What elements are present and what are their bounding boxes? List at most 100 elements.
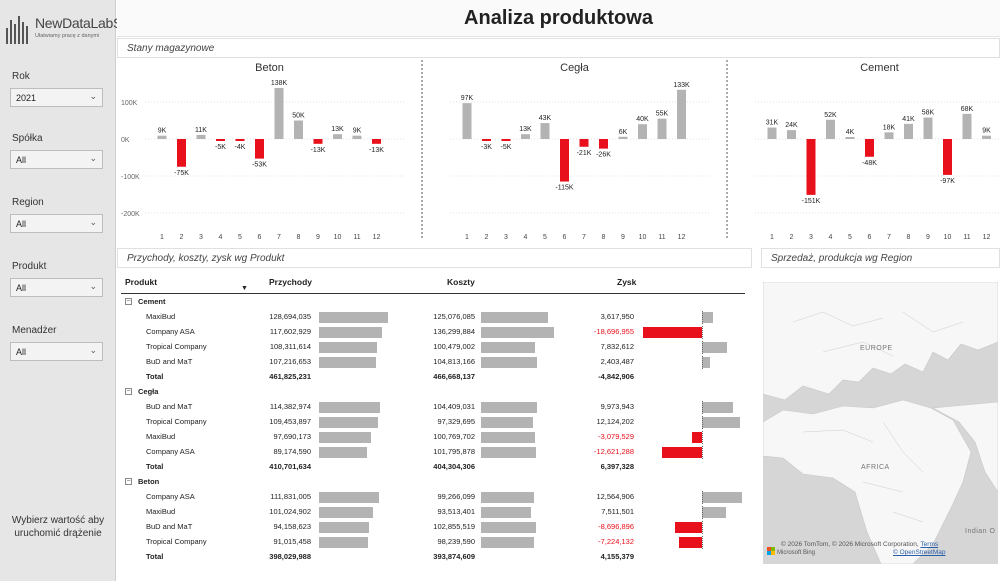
x-tick-label: 2 (180, 234, 184, 241)
bar (157, 135, 167, 139)
x-tick-label: 5 (543, 234, 547, 241)
x-tick-label: 7 (887, 234, 891, 241)
x-tick-label: 2 (790, 234, 794, 241)
bar (521, 134, 530, 139)
bar (982, 135, 991, 139)
group-row[interactable]: − Beton (117, 475, 760, 490)
row-revenue-value: 97,690,173 (273, 432, 311, 441)
bar (235, 139, 245, 141)
table-row[interactable]: Company ASA 111,831,005 99,266,099 12,564,9… (117, 490, 760, 505)
row-product-name: Tropical Company (146, 417, 207, 426)
stock-chart-area[interactable]: 100K 0K -100K -200K Beton 9K 1 -75K 2 11K 3 -5K 4 -4K… (117, 58, 1000, 246)
filter-manager-select[interactable]: All ⌄ (10, 342, 103, 361)
collapse-toggle-icon[interactable]: − (125, 388, 132, 395)
costs-databar (481, 402, 537, 413)
data-label: -97K (940, 178, 955, 185)
data-label: -75K (174, 170, 189, 177)
profit-databar (679, 537, 702, 548)
collapse-toggle-icon[interactable]: − (125, 298, 132, 305)
x-tick-label: 1 (770, 234, 774, 241)
filter-year-select[interactable]: 2021 ⌄ (10, 88, 103, 107)
row-costs-value: 93,513,401 (437, 507, 475, 516)
bar (638, 124, 647, 139)
data-label: 9K (353, 128, 362, 135)
table-row[interactable]: MaxiBud 101,024,902 93,513,401 7,511,501 (117, 505, 760, 520)
total-label: Total (146, 372, 164, 381)
profit-databar (702, 417, 741, 428)
table-row[interactable]: Tropical Company 91,015,458 98,239,590 -7,2… (117, 535, 760, 550)
costs-databar (481, 522, 537, 533)
table-row[interactable]: Company ASA 89,174,590 101,795,878 -12,621,… (117, 445, 760, 460)
bar (333, 134, 342, 139)
col-header-costs[interactable]: Koszty (447, 277, 475, 287)
map-terms-link[interactable]: Terms (920, 541, 939, 548)
filter-product-select[interactable]: All ⌄ (10, 278, 103, 297)
y-tick-label: -100K (121, 174, 140, 181)
table-row[interactable]: Tropical Company 108,311,614 100,479,002 7,… (117, 340, 760, 355)
filter-product-value: All (16, 283, 27, 293)
table-row[interactable]: Company ASA 117,602,929 136,299,884 -18,696… (117, 325, 760, 340)
bar (313, 139, 323, 144)
sort-descending-icon[interactable]: ▼ (241, 285, 248, 292)
row-revenue-value: 108,311,614 (269, 342, 311, 351)
row-profit-value: 12,564,906 (596, 492, 634, 501)
table-row[interactable]: MaxiBud 128,694,035 125,076,085 3,617,950 (117, 310, 760, 325)
row-product-name: Company ASA (146, 492, 195, 501)
total-row: Total 461,825,231 466,668,137 -4,842,906 (117, 370, 760, 385)
row-profit-value: 7,511,501 (601, 507, 634, 516)
total-label: Total (146, 552, 164, 561)
table-row[interactable]: BuD and MaT 107,216,653 104,813,166 2,403,4… (117, 355, 760, 370)
row-product-name: MaxiBud (146, 507, 176, 516)
data-label: 6K (619, 129, 628, 136)
revenue-databar (319, 327, 382, 338)
map-copyright: © 2026 TomTom, © 2026 Microsoft Corporat… (781, 541, 945, 557)
row-costs-value: 99,266,099 (437, 492, 475, 501)
group-row[interactable]: − Cegła (117, 385, 760, 400)
stock-small-multiples-chart[interactable]: 100K 0K -100K -200K Beton 9K 1 -75K 2 11K 3 -5K 4 -4K… (117, 58, 1000, 246)
col-header-product[interactable]: Produkt (125, 277, 158, 287)
panel-title: Beton (255, 62, 284, 74)
row-profit-value: -7,224,132 (598, 537, 634, 546)
costs-databar (481, 432, 535, 443)
table-row[interactable]: BuD and MaT 114,382,974 104,409,031 9,973,9… (117, 400, 760, 415)
x-tick-label: 3 (504, 234, 508, 241)
table-row[interactable]: BuD and MaT 94,158,623 102,855,519 -8,696,8… (117, 520, 760, 535)
row-product-name: Tropical Company (146, 537, 207, 546)
region-map[interactable]: EUROPE AFRICA Indian O Microsoft Bing © … (763, 282, 998, 564)
revenue-databar (319, 432, 372, 443)
bing-label: Microsoft Bing (777, 550, 816, 556)
table-row[interactable]: Tropical Company 109,453,897 97,329,695 12,… (117, 415, 760, 430)
profit-databar (692, 432, 702, 443)
total-profit: -4,842,906 (598, 372, 634, 381)
filter-region-select[interactable]: All ⌄ (10, 214, 103, 233)
bar (372, 139, 381, 144)
data-label: 55K (656, 111, 669, 118)
filter-company-select[interactable]: All ⌄ (10, 150, 103, 169)
total-costs: 393,874,609 (433, 552, 475, 561)
x-tick-label: 4 (829, 234, 833, 241)
y-tick-label: 0K (121, 137, 130, 144)
group-row[interactable]: − Cement (117, 295, 760, 310)
col-header-profit[interactable]: Zysk (617, 277, 637, 287)
bar (904, 123, 913, 139)
filter-label-year: Rok (12, 71, 30, 82)
profit-databar (702, 507, 726, 518)
revenue-databar (319, 522, 370, 533)
data-label: -5K (501, 144, 512, 151)
section-header-stock: Stany magazynowe (117, 38, 1000, 58)
revenue-matrix-table[interactable]: Produkt Przychody Koszty Zysk ▼ − Cement M… (117, 268, 760, 581)
map-osm-link[interactable]: © OpenStreetMap (893, 549, 946, 556)
data-label: -5K (215, 144, 226, 151)
page-title: Analiza produktowa (117, 0, 1000, 37)
col-header-revenue[interactable]: Przychody (269, 277, 312, 287)
profit-axis-line (702, 431, 703, 444)
table-row[interactable]: MaxiBud 97,690,173 100,769,702 -3,079,529 (117, 430, 760, 445)
bar (767, 127, 777, 139)
x-tick-label: 7 (582, 234, 586, 241)
data-label: 40K (636, 116, 649, 123)
costs-databar (481, 357, 538, 368)
row-costs-value: 104,813,166 (433, 357, 475, 366)
costs-databar (481, 417, 534, 428)
collapse-toggle-icon[interactable]: − (125, 478, 132, 485)
data-label: 41K (902, 116, 915, 123)
